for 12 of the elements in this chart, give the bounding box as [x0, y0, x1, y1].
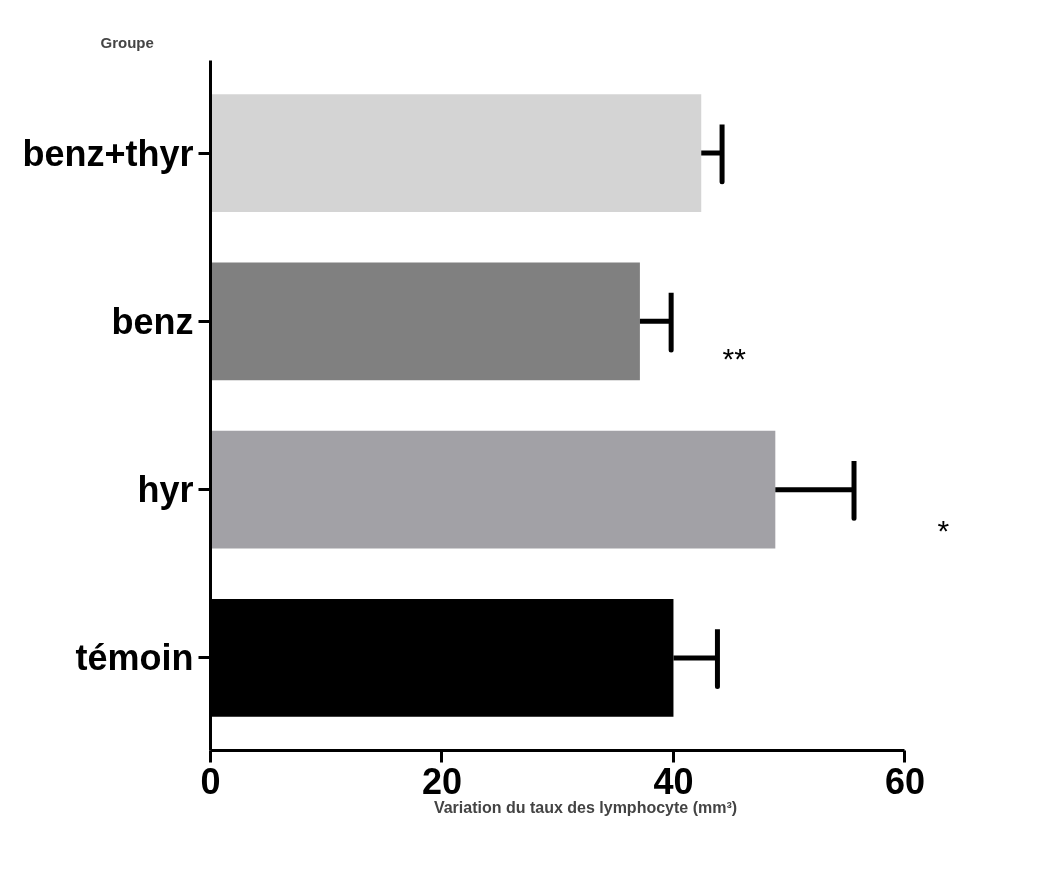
y-tick-label: benz+thyr	[22, 132, 194, 174]
bar	[210, 430, 776, 549]
x-tick-label: 0	[200, 760, 221, 802]
annotation: **	[722, 342, 747, 375]
y-tick-label: témoin	[75, 637, 194, 679]
y-axis-title: Groupe	[100, 33, 154, 51]
y-tick-label: benz	[111, 300, 194, 342]
bar	[210, 94, 702, 212]
y-tick-label: hyr	[137, 469, 194, 511]
text: *	[937, 514, 950, 547]
x-tick-label: 60	[884, 760, 925, 802]
bar	[210, 262, 640, 381]
